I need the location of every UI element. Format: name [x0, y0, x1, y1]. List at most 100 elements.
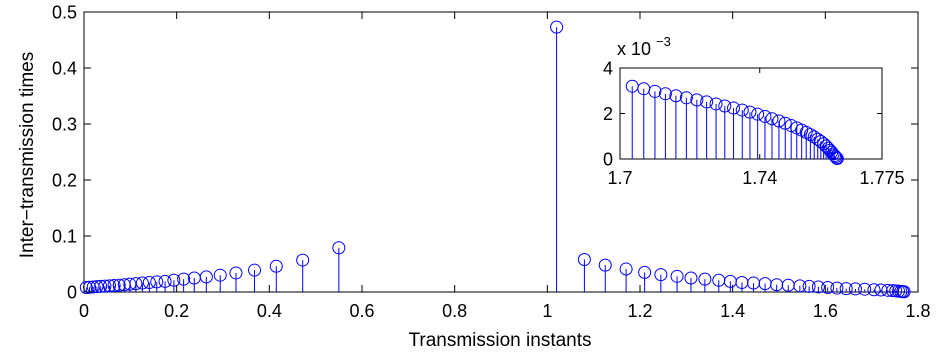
main-stem-marker — [177, 272, 191, 286]
inset-x-tick-label: 1.775 — [859, 168, 904, 188]
inset-plot: 1.7 1.74 1.775 0 2 4 x 10 −3 — [603, 34, 905, 188]
main-y-tick-label: 0.3 — [52, 114, 77, 134]
main-x-tick-label: 0.6 — [349, 301, 374, 321]
inset-stem-marker — [772, 114, 786, 128]
inset-stem-marker — [803, 128, 817, 142]
main-stem-marker — [107, 279, 121, 293]
main-stem-marker — [858, 282, 872, 296]
main-stem-marker — [654, 268, 668, 282]
main-stem-marker — [670, 269, 684, 283]
main-stem-marker — [684, 271, 698, 285]
main-stem-marker — [248, 263, 262, 277]
inset-stem-marker — [826, 147, 840, 161]
main-y-tick-label: 0.4 — [52, 58, 77, 78]
main-stem-marker — [793, 279, 807, 293]
main-stem-marker — [142, 275, 156, 289]
main-stem-marker — [112, 278, 126, 292]
main-stem-marker — [332, 241, 346, 255]
inset-stem-marker — [679, 91, 693, 105]
main-stem-marker — [135, 276, 149, 290]
main-stem-marker — [598, 258, 612, 272]
inset-stem-marker — [829, 150, 843, 164]
inset-stem-marker — [765, 112, 779, 126]
main-stem-marker — [848, 282, 862, 296]
main-stem-marker — [638, 265, 652, 279]
main-stem-marker — [577, 253, 591, 267]
inset-stem-marker — [827, 149, 841, 163]
inset-stem-marker — [830, 151, 844, 165]
main-stems — [79, 20, 911, 299]
inset-exponent-label: x 10 −3 — [617, 34, 671, 59]
inset-stem-marker — [743, 105, 757, 119]
main-stem-marker — [802, 279, 816, 293]
inset-y-tick-label: 0 — [603, 149, 613, 169]
main-x-tick-label: 1 — [542, 301, 552, 321]
main-stem-marker — [167, 273, 181, 287]
main-plot: 0 0.2 0.4 0.6 0.8 1 1.2 1.4 1.6 1.8 0 0.1 0.2 0.3 0.4… — [17, 2, 931, 351]
main-stem-marker — [550, 20, 564, 34]
main-stem-marker — [79, 281, 93, 295]
inset-stem-marker — [778, 116, 792, 130]
inset-exponent-power: −3 — [656, 34, 671, 49]
inset-stem-marker — [718, 99, 732, 113]
inset-stem-marker — [648, 84, 662, 98]
main-stem-marker — [94, 279, 108, 293]
main-stem-marker — [619, 262, 633, 276]
inset-stem-marker — [690, 93, 704, 107]
inset-stem-marker — [807, 130, 821, 144]
main-x-tick-label: 0.8 — [442, 301, 467, 321]
main-x-tick-label: 1.8 — [905, 301, 930, 321]
main-x-ticks: 0 0.2 0.4 0.6 0.8 1 1.2 1.4 1.6 1.8 — [79, 12, 931, 321]
inset-y-tick-label: 4 — [603, 58, 613, 78]
main-stem-marker — [199, 270, 213, 284]
inset-background — [620, 68, 882, 159]
inset-stem-marker — [830, 152, 844, 166]
main-stem-marker — [897, 285, 911, 299]
main-stem-marker — [269, 259, 283, 273]
main-x-tick-label: 1.4 — [720, 301, 745, 321]
inset-x-tick-label: 1.74 — [742, 168, 777, 188]
inset-stem-marker — [700, 95, 714, 109]
inset-stem-marker — [751, 107, 765, 121]
main-x-tick-label: 1.6 — [813, 301, 838, 321]
inset-x-ticks: 1.7 1.74 1.775 — [607, 68, 905, 188]
main-x-tick-label: 0 — [79, 301, 89, 321]
main-x-tick-label: 0.2 — [164, 301, 189, 321]
main-stem-marker — [698, 272, 712, 286]
main-y-tick-label: 0.5 — [52, 2, 77, 22]
main-stem-marker — [839, 282, 853, 296]
main-stem-marker — [90, 280, 104, 294]
main-stem-marker — [213, 268, 227, 282]
inset-stem-marker — [709, 97, 723, 111]
inset-y-tick-label: 2 — [603, 104, 613, 124]
main-stem-marker — [811, 280, 825, 294]
main-y-tick-label: 0.1 — [52, 226, 77, 246]
main-stem-marker — [158, 274, 172, 288]
inset-stem-marker — [735, 103, 749, 117]
main-stem-marker — [150, 275, 164, 289]
main-x-tick-label: 1.2 — [627, 301, 652, 321]
main-stem-marker — [881, 283, 895, 297]
main-y-tick-label: 0 — [67, 282, 77, 302]
main-stem-marker — [98, 279, 112, 293]
inset-stem-marker — [669, 89, 683, 103]
main-plot-frame — [83, 11, 919, 293]
inset-stems — [625, 79, 844, 166]
inset-x-tick-label: 1.7 — [607, 168, 632, 188]
inset-stem-marker — [814, 134, 828, 148]
inset-stem-marker — [727, 101, 741, 115]
inset-y-ticks: 0 2 4 — [603, 58, 882, 169]
main-stem-marker — [821, 281, 835, 295]
inset-stem-marker — [658, 87, 672, 101]
inset-stem-marker — [758, 109, 772, 123]
main-stem-marker — [830, 281, 844, 295]
main-stem-marker — [867, 283, 881, 297]
main-y-ticks: 0 0.1 0.2 0.3 0.4 0.5 — [52, 2, 918, 302]
x-axis-label: Transmission instants — [408, 330, 591, 351]
main-stem-marker — [102, 279, 116, 293]
main-y-tick-label: 0.2 — [52, 170, 77, 190]
main-x-tick-label: 0.4 — [257, 301, 282, 321]
inset-exponent-base: x 10 — [617, 39, 651, 59]
main-stem-marker — [229, 266, 243, 280]
